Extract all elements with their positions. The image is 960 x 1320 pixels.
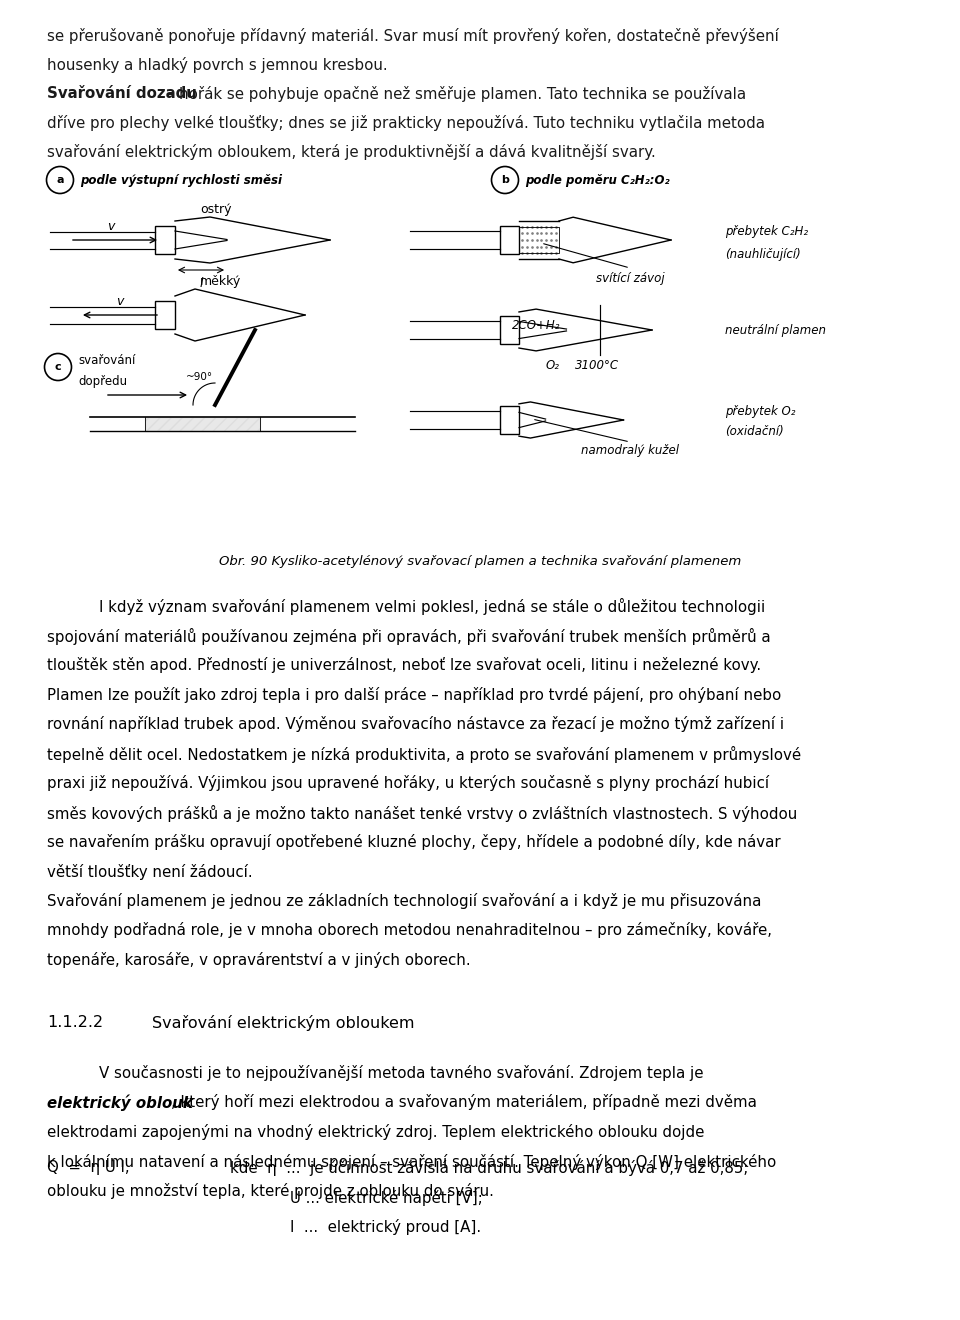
Text: Obr. 90 Kysliko-acetylénový svařovací plamen a technika svařování plamenem: Obr. 90 Kysliko-acetylénový svařovací pl… xyxy=(219,554,741,568)
Text: – hořák se pohybuje opačně než směřuje plamen. Tato technika se používala: – hořák se pohybuje opačně než směřuje p… xyxy=(162,86,746,102)
Text: svařování elektrickým obloukem, která je produktivnější a dává kvalitnější svary: svařování elektrickým obloukem, která je… xyxy=(47,144,656,160)
Text: praxi již nepoužívá. Výjimkou jsou upravené hořáky, u kterých současně s plyny p: praxi již nepoužívá. Výjimkou jsou uprav… xyxy=(47,775,769,791)
Text: l: l xyxy=(200,277,203,290)
Text: Q  =  η U I,: Q = η U I, xyxy=(47,1160,130,1175)
Text: O₂: O₂ xyxy=(546,359,560,371)
Text: Plamen lze použít jako zdroj tepla i pro další práce – například pro tvrdé pájen: Plamen lze použít jako zdroj tepla i pro… xyxy=(47,686,781,702)
Text: přebytek C₂H₂: přebytek C₂H₂ xyxy=(725,224,808,238)
Text: topenáře, karosáře, v opravárentství a v jiných oborech.: topenáře, karosáře, v opravárentství a v… xyxy=(47,952,470,968)
Text: 3100°C: 3100°C xyxy=(575,359,619,371)
Text: svítící závoj: svítící závoj xyxy=(596,272,664,285)
Text: Svařování dozadu: Svařování dozadu xyxy=(47,86,197,102)
Text: směs kovových prášků a je možno takto nanášet tenké vrstvy o zvláštních vlastnos: směs kovových prášků a je možno takto na… xyxy=(47,804,797,821)
Text: měkký: měkký xyxy=(200,275,241,288)
Bar xyxy=(500,226,519,255)
Text: se navařením prášku opravují opotřebené kluzné plochy, čepy, hřídele a podobné d: se navařením prášku opravují opotřebené … xyxy=(47,834,780,850)
Text: I  ...  elektrický proud [A].: I ... elektrický proud [A]. xyxy=(290,1218,481,1236)
Text: elektrický oblouk: elektrický oblouk xyxy=(47,1094,193,1111)
Text: ostrý: ostrý xyxy=(200,203,231,216)
Bar xyxy=(155,226,175,253)
Text: dříve pro plechy velké tloušťky; dnes se již prakticky nepoužívá. Tuto techniku : dříve pro plechy velké tloušťky; dnes se… xyxy=(47,115,765,131)
Text: b: b xyxy=(501,176,509,185)
Text: V současnosti je to nejpoužívanější metoda tavného svařování. Zdrojem tepla je: V současnosti je to nejpoužívanější meto… xyxy=(99,1065,704,1081)
Polygon shape xyxy=(145,417,260,432)
Text: svařování: svařování xyxy=(78,354,135,367)
Text: větší tloušťky není žádoucí.: větší tloušťky není žádoucí. xyxy=(47,863,252,879)
Text: podle poměru C₂H₂:O₂: podle poměru C₂H₂:O₂ xyxy=(525,173,670,186)
Text: přebytek O₂: přebytek O₂ xyxy=(725,404,796,417)
Text: neutrální plamen: neutrální plamen xyxy=(725,323,826,337)
Text: v: v xyxy=(108,220,114,234)
Text: 2CO+H₂: 2CO+H₂ xyxy=(512,318,560,331)
Text: dopředu: dopředu xyxy=(78,375,127,388)
Text: housenky a hladký povrch s jemnou kresbou.: housenky a hladký povrch s jemnou kresbo… xyxy=(47,57,388,73)
Text: spojování materiálů používanou zejména při opravách, při svařování trubek menšíc: spojování materiálů používanou zejména p… xyxy=(47,627,771,644)
Text: I když význam svařování plamenem velmi poklesl, jedná se stále o důležitou techn: I když význam svařování plamenem velmi p… xyxy=(99,598,765,615)
Text: c: c xyxy=(55,362,61,372)
Text: elektrodami zapojenými na vhodný elektrický zdroj. Teplem elektrického oblouku d: elektrodami zapojenými na vhodný elektri… xyxy=(47,1125,705,1140)
Text: a: a xyxy=(57,176,63,185)
Text: U ... elektrické napětí [V];: U ... elektrické napětí [V]; xyxy=(290,1191,483,1206)
Text: rovnání například trubek apod. Výměnou svařovacího nástavce za řezací je možno t: rovnání například trubek apod. Výměnou s… xyxy=(47,715,784,733)
Text: Svařování elektrickým obloukem: Svařování elektrickým obloukem xyxy=(152,1015,415,1031)
Text: mnohdy podřadná role, je v mnoha oborech metodou nenahraditelnou – pro zámečníky: mnohdy podřadná role, je v mnoha oborech… xyxy=(47,923,772,939)
Text: 1.1.2.2: 1.1.2.2 xyxy=(47,1015,103,1030)
Text: tepelně dělit ocel. Nedostatkem je nízká produktivita, a proto se svařování plam: tepelně dělit ocel. Nedostatkem je nízká… xyxy=(47,746,802,763)
Text: , který hoří mezi elektrodou a svařovaným materiálem, případně mezi dvěma: , který hoří mezi elektrodou a svařovaný… xyxy=(171,1094,757,1110)
Text: tlouštěk stěn apod. Předností je univerzálnost, neboť lze svařovat oceli, litinu: tlouštěk stěn apod. Předností je univerz… xyxy=(47,657,761,673)
Text: se přerušovaně ponořuje přídavný materiál. Svar musí mít provřený kořen, dostate: se přerušovaně ponořuje přídavný materiá… xyxy=(47,28,779,44)
Text: v: v xyxy=(116,294,124,308)
Text: kde  η  ...  je účinnost závislá na druhu svařování a bývá 0,7 až 0,85;: kde η ... je účinnost závislá na druhu s… xyxy=(230,1160,749,1176)
Text: Svařování plamenem je jednou ze základních technologií svařování a i když je mu : Svařování plamenem je jednou ze základní… xyxy=(47,894,761,909)
Text: (nauhličující): (nauhličující) xyxy=(725,248,801,260)
Text: ~90°: ~90° xyxy=(186,372,213,381)
Text: podle výstupní rychlosti směsi: podle výstupní rychlosti směsi xyxy=(80,173,282,186)
Text: (oxidační): (oxidační) xyxy=(725,425,783,438)
Bar xyxy=(500,405,519,434)
Bar xyxy=(500,315,519,345)
Text: namodralý kužel: namodralý kužel xyxy=(581,444,679,457)
Bar xyxy=(155,301,175,329)
Text: k lokálnímu natavení a následnému spojení – svaření součástí. Tepelný výkon Q [W: k lokálnímu natavení a následnému spojen… xyxy=(47,1154,777,1170)
Text: oblouku je množství tepla, které projde z oblouku do sváru.: oblouku je množství tepla, které projde … xyxy=(47,1183,493,1199)
